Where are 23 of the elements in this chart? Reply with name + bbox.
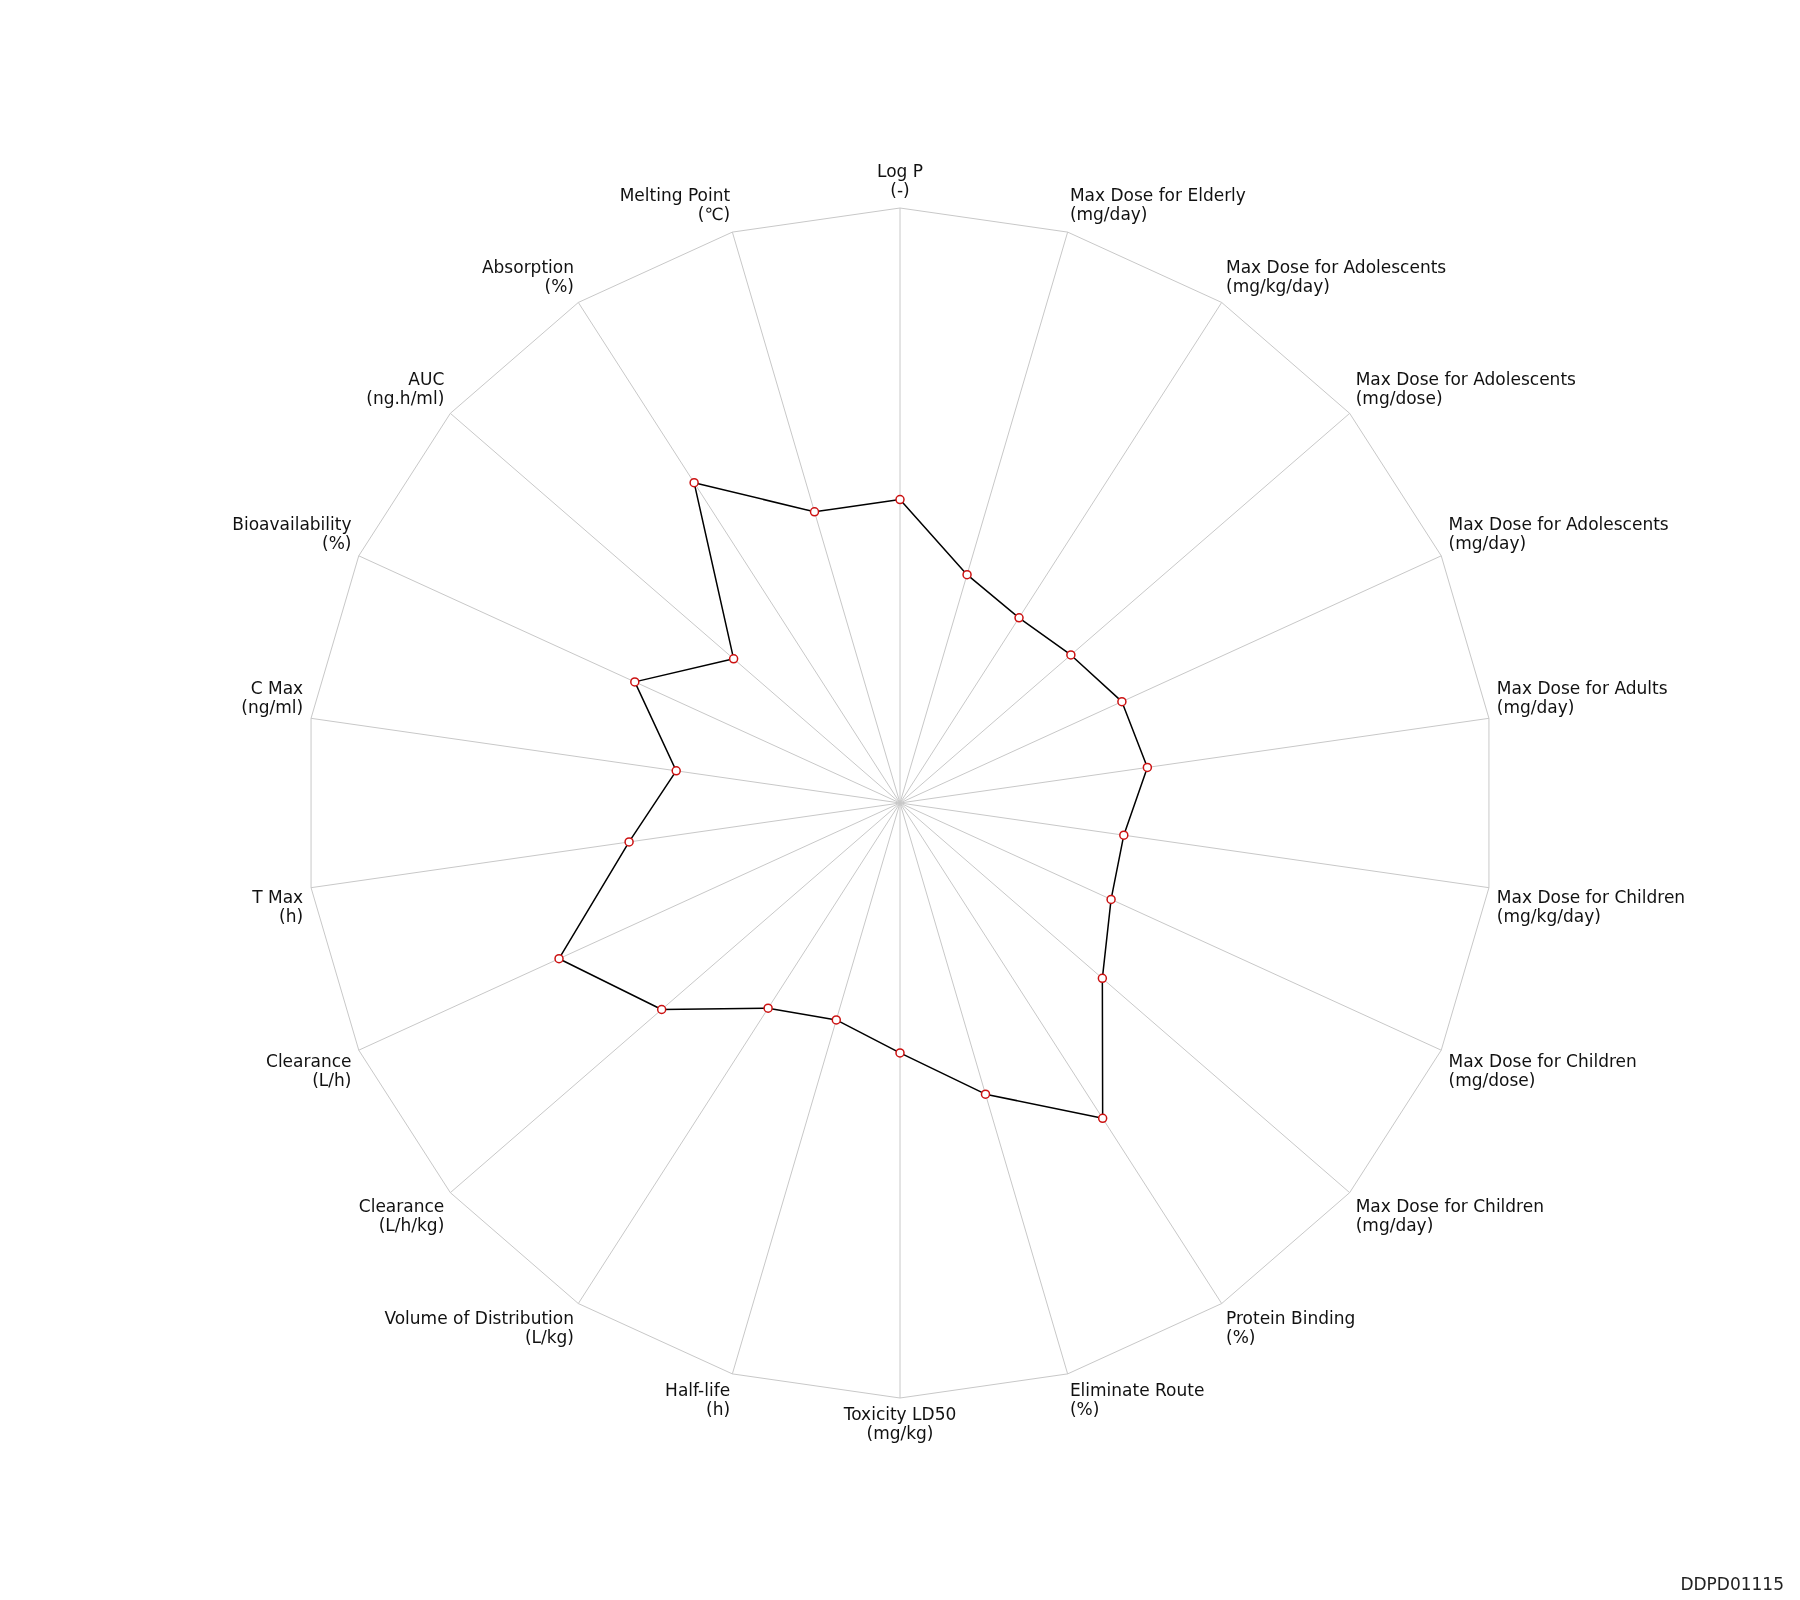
spoke-label: Eliminate Route (%) <box>1069 1379 1205 1419</box>
spoke-label: Volume of Distribution (L/kg) <box>384 1308 574 1348</box>
spoke-label: Max Dose for Adolescents (mg/dose) <box>1355 369 1577 409</box>
spoke-label: T Max (h) <box>251 886 304 926</box>
spoke-label: Bioavailability (%) <box>232 513 352 553</box>
spoke-label: Absorption (%) <box>481 256 574 296</box>
spoke-label: AUC (ng.h/ml) <box>366 369 445 409</box>
spoke-label: Max Dose for Children (mg/day) <box>1355 1195 1544 1235</box>
spoke-label: Max Dose for Adolescents (mg/kg/day) <box>1226 256 1447 296</box>
spoke-label: Max Dose for Elderly (mg/day) <box>1069 185 1246 225</box>
spoke-label: Clearance (L/h) <box>266 1051 352 1091</box>
spoke-label: Melting Point (℃) <box>619 185 731 225</box>
spoke-label: Log P (-) <box>876 161 924 200</box>
spoke-label: Max Dose for Adults (mg/day) <box>1496 678 1668 718</box>
text: DDPD01115 <box>1680 1574 1784 1594</box>
spoke-label: Clearance (L/h/kg) <box>358 1195 445 1235</box>
spoke-label: Half-life (h) <box>665 1379 731 1419</box>
spoke-label: Max Dose for Children (mg/kg/day) <box>1496 886 1686 926</box>
spoke-label: Protein Binding (%) <box>1226 1308 1356 1348</box>
spoke-label: C Max (ng/ml) <box>241 678 304 718</box>
spoke-label: Max Dose for Adolescents (mg/day) <box>1448 513 1669 553</box>
spoke-label: Toxicity LD50 (mg/kg) <box>842 1404 957 1443</box>
spoke-label: Max Dose for Children (mg/dose) <box>1448 1051 1637 1091</box>
